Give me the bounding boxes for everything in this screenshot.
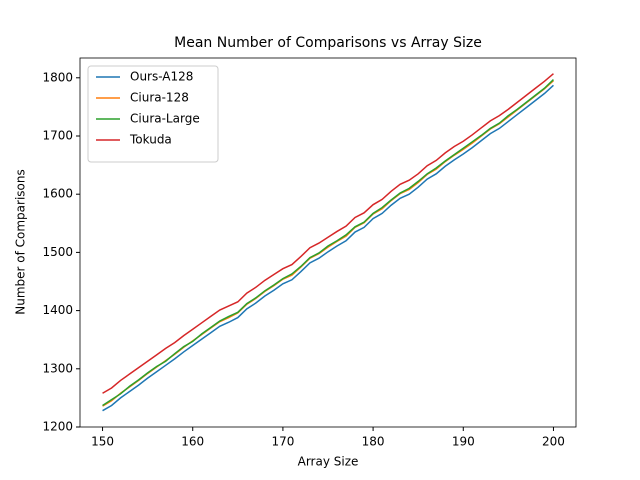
x-tick-label: 180 <box>362 435 385 449</box>
series-line <box>102 78 554 407</box>
x-tick-label: 190 <box>452 435 475 449</box>
y-tick-label: 1300 <box>42 361 73 375</box>
x-tick-label: 160 <box>181 435 204 449</box>
legend-label: Tokuda <box>129 133 172 147</box>
y-tick-label: 1400 <box>42 303 73 317</box>
y-tick-label: 1600 <box>42 187 73 201</box>
legend-label: Ciura-128 <box>130 91 189 105</box>
x-tick-label: 170 <box>271 435 294 449</box>
x-tick-label: 150 <box>91 435 114 449</box>
x-tick-label: 200 <box>542 435 565 449</box>
y-tick-label: 1700 <box>42 128 73 142</box>
series-line <box>102 73 554 394</box>
chart-title: Mean Number of Comparisons vs Array Size <box>174 35 482 51</box>
y-tick-label: 1200 <box>42 420 73 434</box>
y-tick-label: 1800 <box>42 70 73 84</box>
legend-label: Ciura-Large <box>130 112 200 126</box>
y-tick-label: 1500 <box>42 245 73 259</box>
plot-frame <box>79 57 577 428</box>
legend-label: Ours-A128 <box>130 70 193 84</box>
y-axis-label: Number of Comparisons <box>14 169 28 315</box>
x-axis-label: Array Size <box>298 455 359 469</box>
series-line <box>102 84 554 412</box>
legend-box <box>87 65 219 163</box>
